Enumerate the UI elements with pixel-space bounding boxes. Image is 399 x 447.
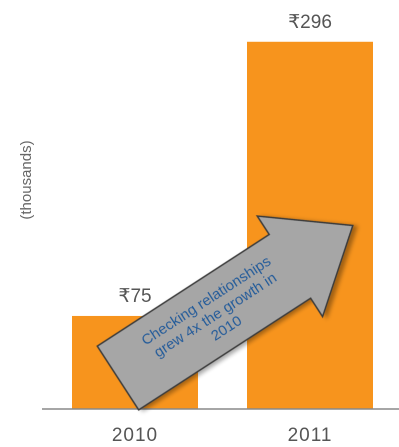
- value-label-2010: ₹75: [118, 286, 151, 307]
- tick-labels-group: 2010 2011: [112, 425, 333, 446]
- growth-arrow: [96, 215, 354, 411]
- value-labels-group: ₹75 ₹296: [118, 12, 332, 307]
- tick-label-2010: 2010: [112, 425, 158, 446]
- tick-label-2011: 2011: [288, 425, 333, 446]
- y-axis-label: (thousands): [18, 140, 35, 219]
- value-label-2011: ₹296: [288, 12, 332, 33]
